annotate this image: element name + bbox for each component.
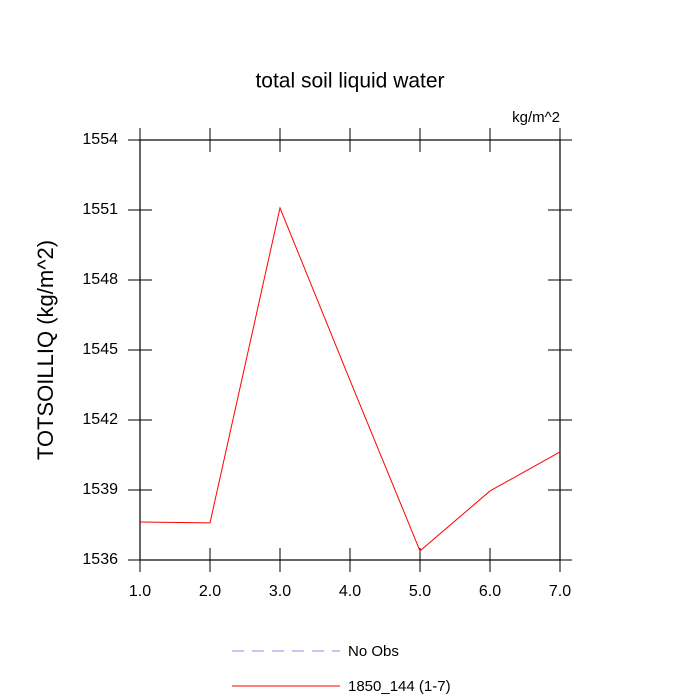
x-tick-label: 5.0 bbox=[409, 583, 431, 600]
x-tick-label: 7.0 bbox=[549, 583, 571, 600]
x-tick-label: 3.0 bbox=[269, 583, 291, 600]
y-tick-label: 1539 bbox=[82, 481, 118, 498]
legend-label: No Obs bbox=[348, 643, 399, 660]
chart-title: total soil liquid water bbox=[255, 70, 444, 93]
x-tick-label: 2.0 bbox=[199, 583, 221, 600]
y-tick-label: 1545 bbox=[82, 341, 118, 358]
y-tick-label: 1551 bbox=[82, 201, 118, 218]
x-tick-label: 6.0 bbox=[479, 583, 501, 600]
y-tick-label: 1542 bbox=[82, 411, 118, 428]
units-label: kg/m^2 bbox=[512, 109, 560, 126]
y-tick-label: 1536 bbox=[82, 551, 118, 568]
y-axis-label: TOTSOILLIQ (kg/m^2) bbox=[33, 240, 58, 460]
plot-frame bbox=[139, 139, 561, 561]
y-tick-label: 1554 bbox=[82, 131, 118, 148]
x-tick-label: 4.0 bbox=[339, 583, 361, 600]
x-tick-label: 1.0 bbox=[129, 583, 151, 600]
y-tick-label: 1548 bbox=[82, 271, 118, 288]
legend-label: 1850_144 (1-7) bbox=[348, 678, 451, 695]
data-line bbox=[139, 206, 561, 552]
